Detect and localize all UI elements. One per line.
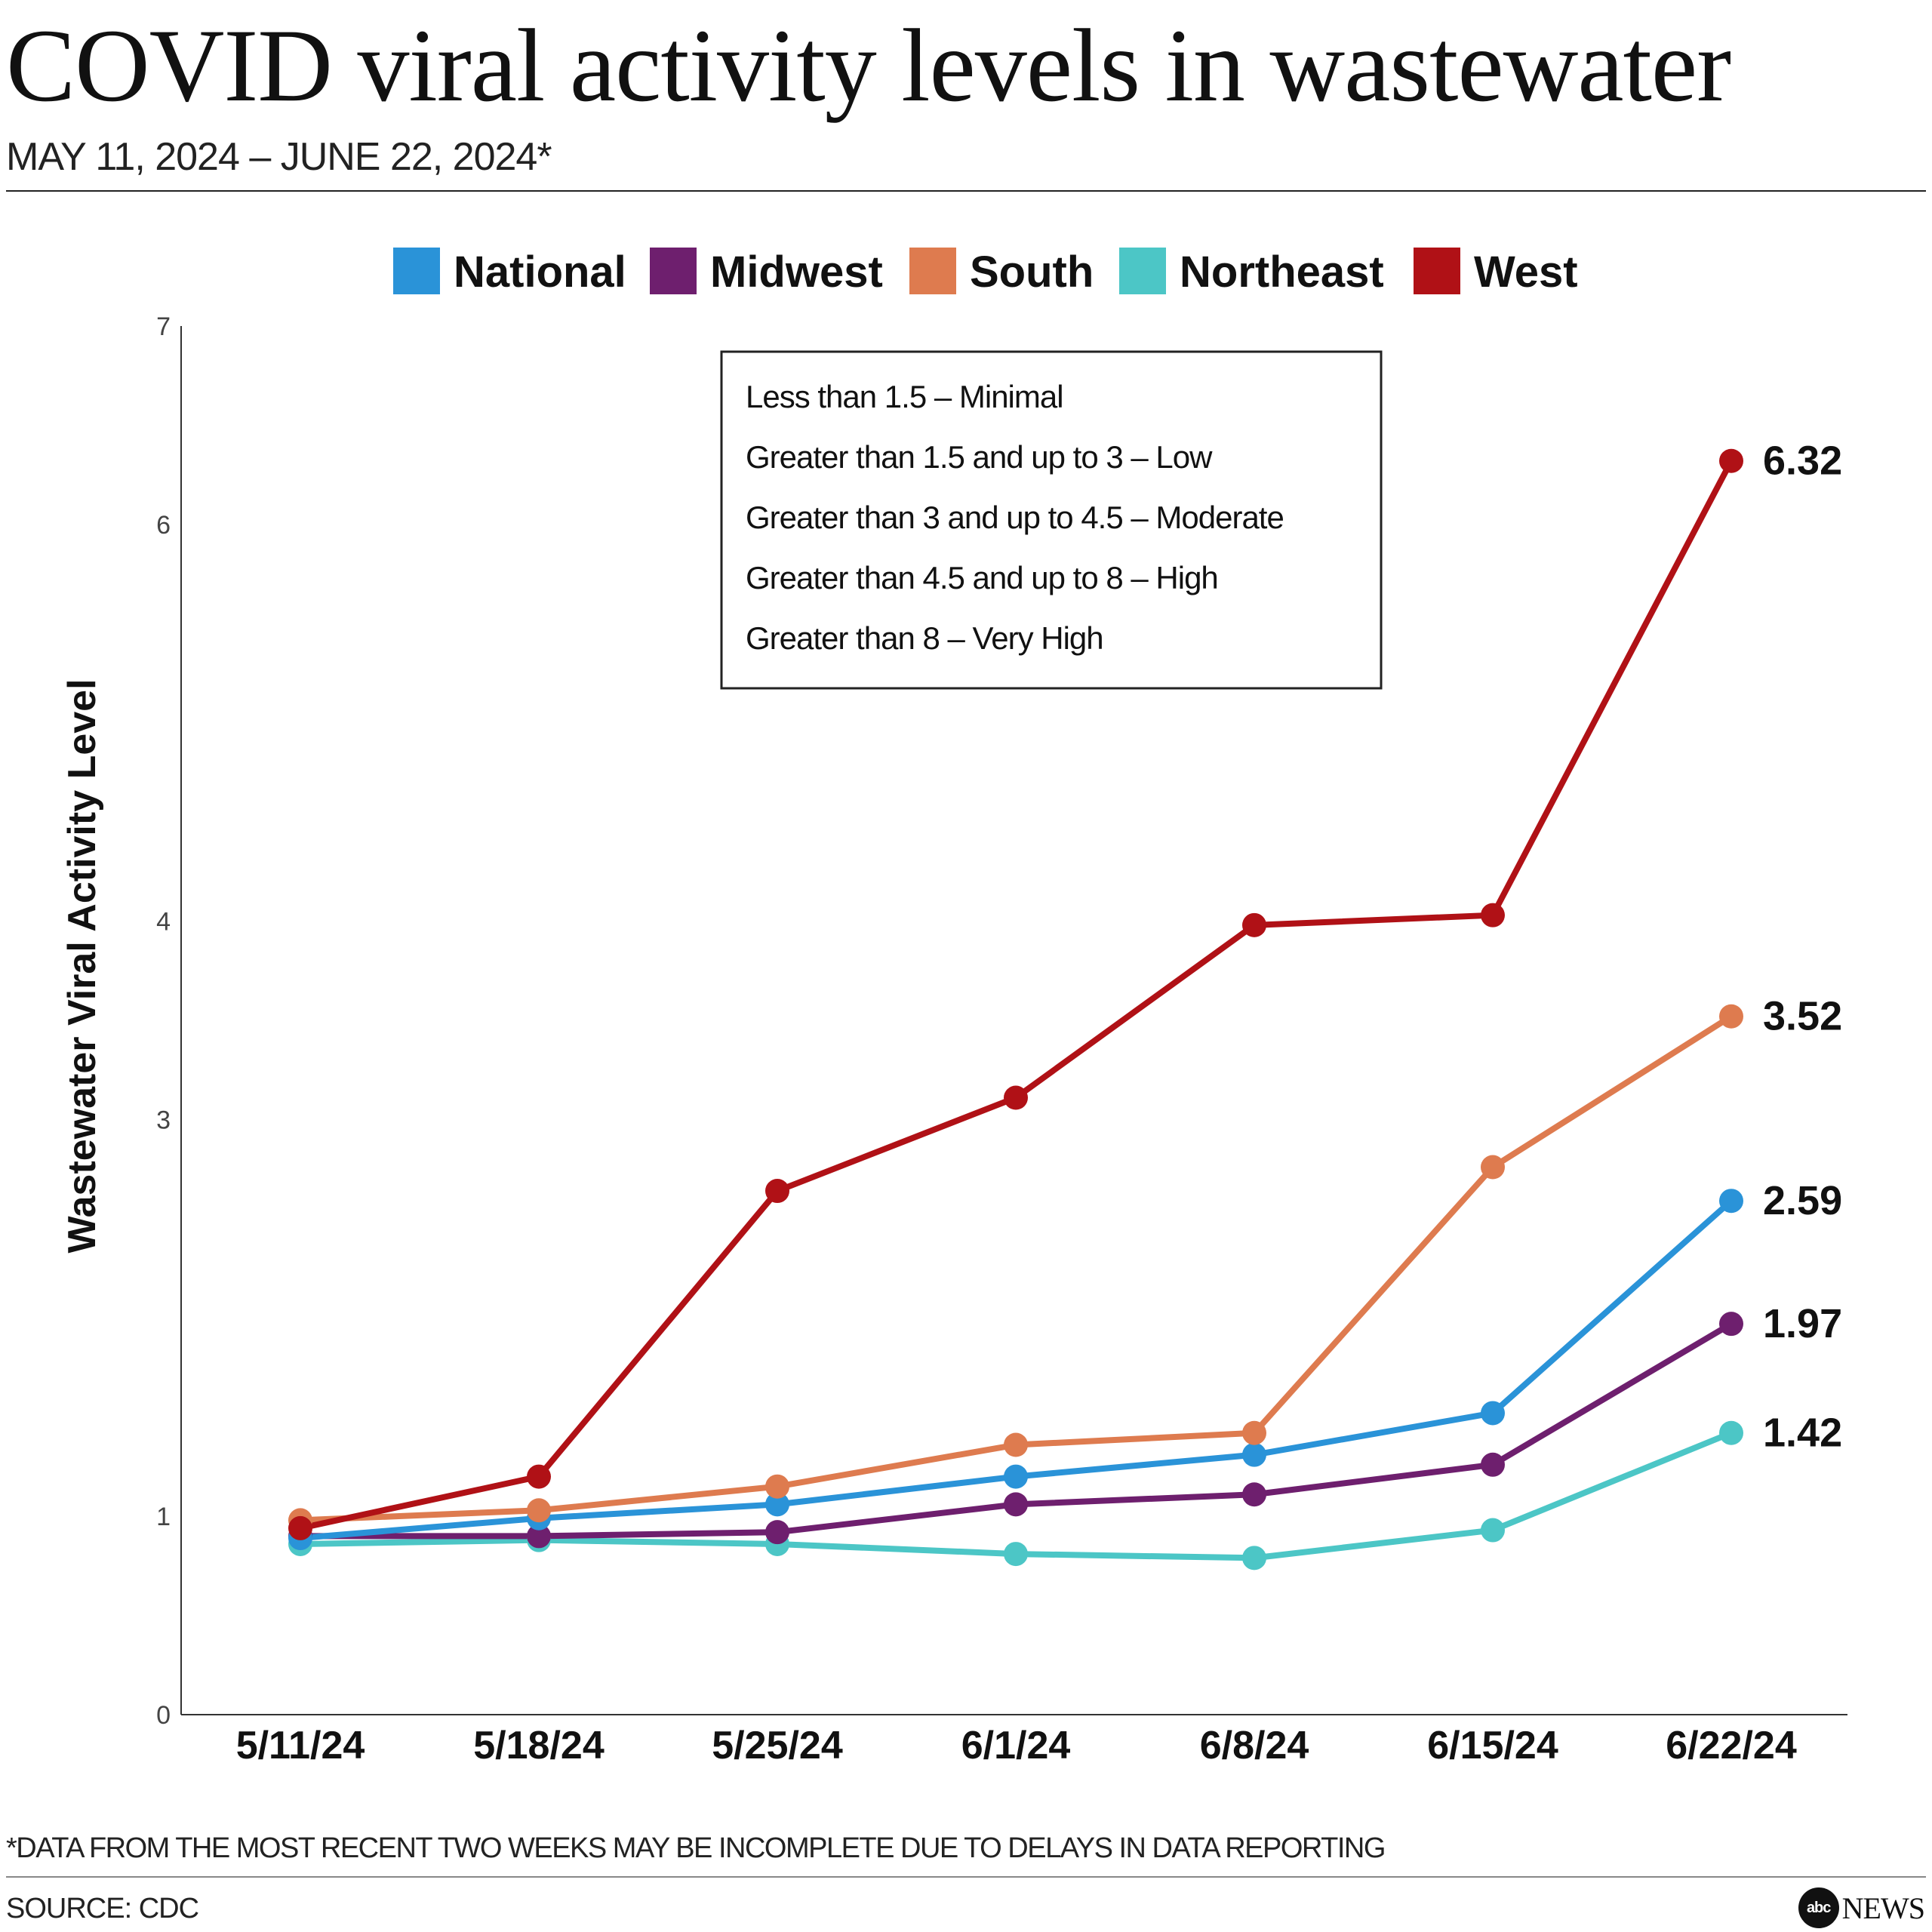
data-point-northeast [1242,1546,1266,1571]
data-point-national [1719,1189,1743,1214]
data-point-south [765,1474,789,1499]
x-tick-label: 6/15/24 [1427,1724,1558,1767]
footer-divider [6,1876,1926,1878]
y-tick-label: 4 [156,908,171,937]
data-point-national [1004,1464,1028,1489]
data-point-south [1004,1432,1028,1457]
y-tick-label: 6 [156,511,171,540]
data-point-midwest [1004,1492,1028,1517]
data-point-midwest [765,1520,789,1545]
data-point-national [1242,1442,1266,1467]
line-chart: 0 1 3 4 6 7 Wastewater Viral Activity Level 5/1… [60,248,1847,1767]
y-tick-label: 0 [156,1701,171,1730]
data-point-south [1481,1155,1505,1180]
severity-key-line: Greater than 8 – Very High [746,620,1103,656]
data-point-west [1004,1085,1028,1110]
severity-key-line: Greater than 3 and up to 4.5 – Moderate [746,500,1284,535]
y-tick-label: 7 [156,312,171,341]
data-point-west [1242,912,1266,937]
x-tick-label: 5/25/24 [712,1724,843,1767]
end-value-label-northeast: 1.42 [1763,1411,1842,1456]
abc-news-logo: abc NEWS [1798,1887,1925,1929]
end-value-label-midwest: 1.97 [1763,1301,1842,1346]
data-point-west [765,1179,789,1204]
data-point-midwest [1481,1452,1505,1477]
footnote: *DATA FROM THE MOST RECENT TWO WEEKS MAY… [6,1832,1386,1864]
end-value-label-national: 2.59 [1763,1178,1842,1223]
legend-swatch-national [393,248,440,294]
data-point-midwest [527,1524,551,1549]
end-value-label-west: 6.32 [1763,438,1842,484]
news-wordmark: NEWS [1841,1890,1925,1925]
source-credit: SOURCE: CDC [6,1893,199,1924]
x-tick-label: 6/1/24 [961,1724,1071,1767]
date-range-subtitle: MAY 11, 2024 – JUNE 22, 2024* [6,135,552,179]
severity-key-line: Greater than 4.5 and up to 8 – High [746,560,1218,595]
legend-label-west: West [1474,248,1578,297]
data-point-national [1481,1401,1505,1426]
data-point-northeast [1719,1420,1743,1445]
data-point-south [527,1498,551,1523]
legend-swatch-midwest [650,248,697,294]
x-tick-label: 5/11/24 [236,1724,365,1767]
data-point-northeast [1004,1542,1028,1567]
severity-key-box [720,350,1383,690]
chart-title: COVID viral activity levels in wastewate… [6,8,1731,123]
legend-swatch-northeast [1119,248,1166,294]
x-tick-label: 6/22/24 [1666,1724,1797,1767]
data-point-northeast [1481,1518,1505,1543]
data-point-west [527,1464,551,1489]
legend-label-south: South [970,248,1094,297]
legend-swatch-west [1414,248,1460,294]
data-point-south [1242,1420,1266,1445]
x-tick-label: 5/18/24 [473,1724,605,1767]
data-point-south [1719,1004,1743,1029]
data-point-west [1481,903,1505,928]
y-tick-label: 1 [156,1503,171,1531]
severity-key-line: Less than 1.5 – Minimal [746,379,1063,414]
y-axis-title: Wastewater Viral Activity Level [60,678,104,1253]
x-tick-label: 6/8/24 [1200,1724,1309,1767]
data-point-midwest [1719,1312,1743,1337]
legend-label-midwest: Midwest [710,248,883,297]
y-tick-label: 3 [156,1106,171,1134]
severity-key-line: Greater than 1.5 and up to 3 – Low [746,439,1213,475]
header-divider [6,190,1926,192]
data-point-west [288,1515,312,1540]
data-point-west [1719,448,1743,473]
data-point-midwest [1242,1482,1266,1507]
abc-logo-icon: abc [1798,1887,1839,1928]
legend-label-northeast: Northeast [1180,248,1384,297]
end-value-label-south: 3.52 [1763,994,1842,1039]
data-point-national [765,1492,789,1517]
legend-label-national: National [454,248,626,297]
legend-swatch-south [909,248,956,294]
